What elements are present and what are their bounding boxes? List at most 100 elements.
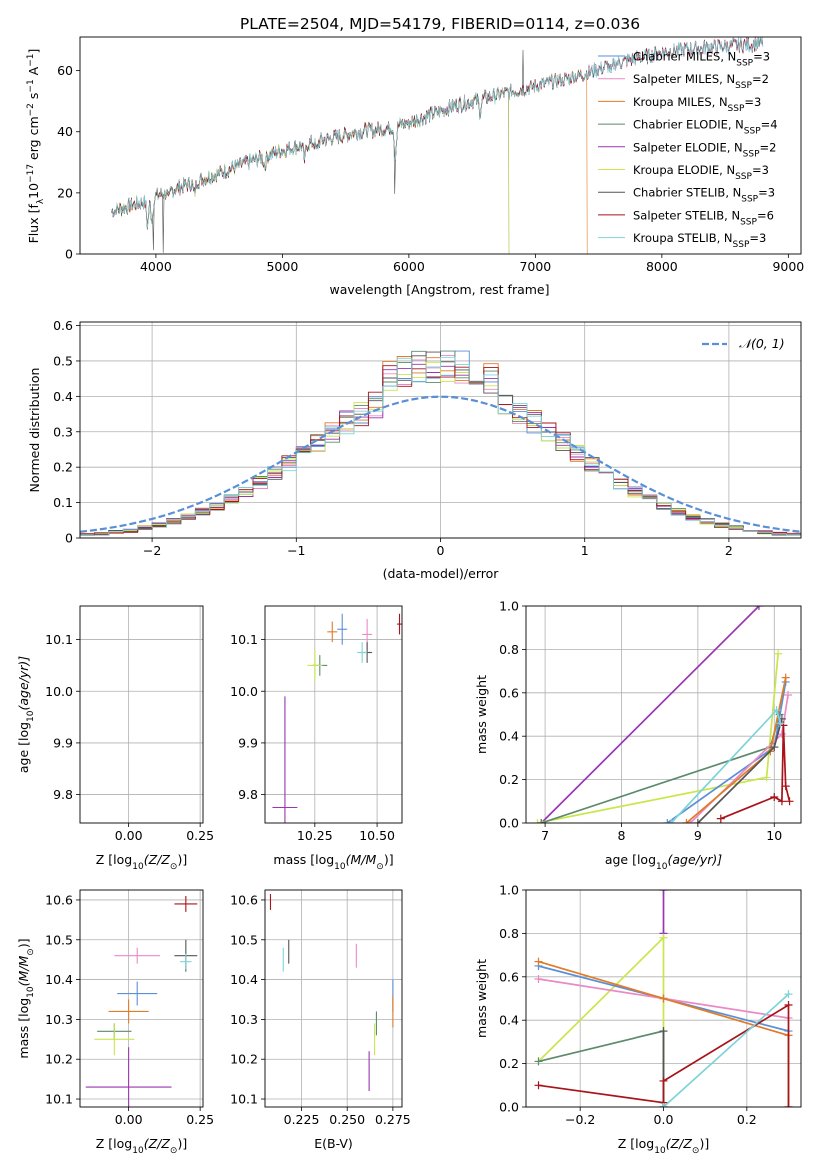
age-vs-metallicity-panel: 0.00 0.25 9.8 9.9 10.0 10.1 Z [log10(Z/Z⊙)] age… (16, 605, 214, 918)
x-tick-label: 0.00 (115, 1112, 143, 1127)
y-tick-label: 10.5 (230, 932, 258, 947)
x-tick-label: −2 (143, 543, 161, 558)
y-tick-label: 9.8 (53, 787, 73, 802)
legend: Chabrier MILES, NSSP=3 Salpeter MILES, NS… (598, 50, 778, 250)
weight-marker-salp_stelib (659, 1076, 668, 1085)
x-tick-label: 9 (694, 828, 702, 843)
weight-line-salp_elodie (540, 606, 760, 823)
x-tick-label: −1 (287, 543, 305, 558)
y-tick-label: 0 (65, 531, 73, 546)
axes-frame (79, 36, 802, 255)
x-tick-label: 6000 (393, 259, 425, 274)
point-salp_elodie (85, 1047, 172, 1107)
x-tick-label: 0.225 (284, 1112, 320, 1127)
y-tick-label: 0.4 (499, 1013, 519, 1028)
weight-marker-salp_stelib (716, 814, 725, 823)
weight-marker-salp_stelib (770, 792, 779, 801)
weight-vs-metallicity-panel: −0.2 0.0 0.2 0.0 0.2 0.4 0.6 0.8 1.0 Z [log10(Z/Z… (474, 883, 802, 1156)
weight-marker-krou_stelib (772, 706, 781, 715)
y-tick-label: 0.6 (499, 969, 519, 984)
y-tick-label: 10.1 (230, 632, 258, 647)
mass-vs-ebv-panel: 0.225 0.250 0.275 10.1 10.2 10.3 10.4 10.5 10.6 E… (230, 889, 411, 1151)
histogram-salp_stelib (80, 365, 801, 536)
legend-entry-salp_stelib: Salpeter STELIB, NSSP=6 (633, 208, 774, 227)
weight-marker-salp_miles (534, 974, 543, 983)
normal-curve (80, 395, 801, 533)
y-tick-label: 10.3 (230, 1012, 258, 1027)
legend-entry-normal: 𝒩(0, 1) (739, 336, 785, 351)
y-tick-label: 10.4 (230, 972, 258, 987)
point-krou_stelib (357, 642, 368, 663)
point-chab_miles (337, 613, 348, 645)
x-tick-label: 2 (725, 543, 733, 558)
y-tick-label: 9.8 (238, 787, 258, 802)
point-krou_stelib (180, 953, 192, 970)
weight-marker-chab_elodie (537, 819, 546, 823)
weight-line-krou_elodie (537, 935, 665, 1107)
y-tick-label: 0.4 (53, 389, 73, 404)
weight-marker-krou_stelib (667, 819, 676, 823)
legend-entry-salp_elodie: Salpeter ELODIE, NSSP=2 (633, 140, 776, 159)
weight-vs-age-panel: 7 8 9 10 0.0 0.2 0.4 0.6 0.8 1.0 age [log10(age/yr… (474, 599, 802, 872)
y-tick-label: 0.3 (53, 424, 73, 439)
weight-marker-salp_stelib (785, 797, 794, 806)
y-tick-label: 0.0 (499, 1100, 519, 1115)
spectrum-salp_elodie (111, 87, 510, 254)
point-salp_miles (114, 947, 161, 964)
y-tick-label: 10.5 (45, 932, 73, 947)
weight-marker-chab_stelib (693, 819, 702, 823)
weight-marker-chab_stelib (770, 743, 779, 752)
weight-line-salp_stelib (720, 725, 791, 820)
x-tick-label: 10 (766, 828, 782, 843)
weight-line-krou_stelib (670, 708, 782, 823)
legend-entry-krou_elodie: Kroupa ELODIE, NSSP=3 (633, 163, 769, 182)
legend-entry-chab_elodie: Chabrier ELODIE, NSSP=4 (633, 118, 778, 137)
point-salp_elodie (91, 696, 160, 918)
y-tick-label: 0.8 (499, 926, 519, 941)
x-axis-label: E(B-V) (314, 1136, 353, 1151)
point-salp_stelib (174, 895, 198, 912)
y-tick-label: 10.3 (45, 1012, 73, 1027)
point-krou_elodie (94, 1023, 135, 1056)
y-tick-label: 10.0 (230, 684, 258, 699)
legend-entry-krou_stelib: Kroupa STELIB, NSSP=3 (633, 231, 766, 250)
weight-marker-krou_stelib (776, 719, 785, 728)
point-salp_miles (129, 616, 158, 647)
x-tick-label: −0.2 (565, 1112, 595, 1127)
x-tick-label: 9000 (772, 259, 804, 274)
y-axis-label: mass [log10(M/M⊙)] (16, 938, 36, 1058)
point-krou_miles (327, 621, 338, 643)
legend-entry-chab_stelib: Chabrier STELIB, NSSP=3 (633, 186, 775, 205)
y-tick-label: 10.1 (230, 1092, 258, 1107)
histogram-krou_stelib (80, 356, 801, 536)
x-axis-label: Z [log10(Z/Z⊙)] (96, 1136, 187, 1156)
weight-marker-salp_stelib (784, 1103, 793, 1107)
legend-entry-chab_miles: Chabrier MILES, NSSP=3 (633, 50, 770, 69)
x-axis-label: Z [log10(Z/Z⊙)] (96, 852, 187, 872)
y-tick-label: 0.2 (53, 460, 73, 475)
weight-marker-salp_elodie (659, 890, 668, 894)
weight-marker-chab_elodie (534, 1057, 543, 1066)
point-chab_elodie (86, 655, 120, 676)
axes-frame (79, 889, 204, 1108)
x-tick-label: 0 (437, 543, 445, 558)
y-tick-label: 40 (57, 124, 73, 139)
x-tick-label: 0.250 (329, 1112, 365, 1127)
axes-frame (264, 605, 403, 824)
y-tick-label: 10.6 (230, 892, 258, 907)
histograms (80, 350, 801, 536)
x-tick-label: 1 (581, 543, 589, 558)
y-tick-label: 0.6 (53, 318, 73, 333)
y-tick-label: 0.2 (499, 772, 519, 787)
y-tick-label: 1.0 (499, 883, 519, 898)
point-krou_elodie (89, 650, 118, 681)
spectrum-krou_stelib (111, 37, 764, 228)
weight-lines (534, 890, 793, 1107)
y-tick-label: 0.6 (499, 685, 519, 700)
axes-frame (79, 321, 802, 539)
y-tick-label: 9.9 (53, 735, 73, 750)
y-tick-label: 1.0 (499, 599, 519, 614)
x-tick-label: 4000 (140, 259, 172, 274)
x-tick-label: 8 (618, 828, 626, 843)
error-bars (85, 895, 198, 1107)
